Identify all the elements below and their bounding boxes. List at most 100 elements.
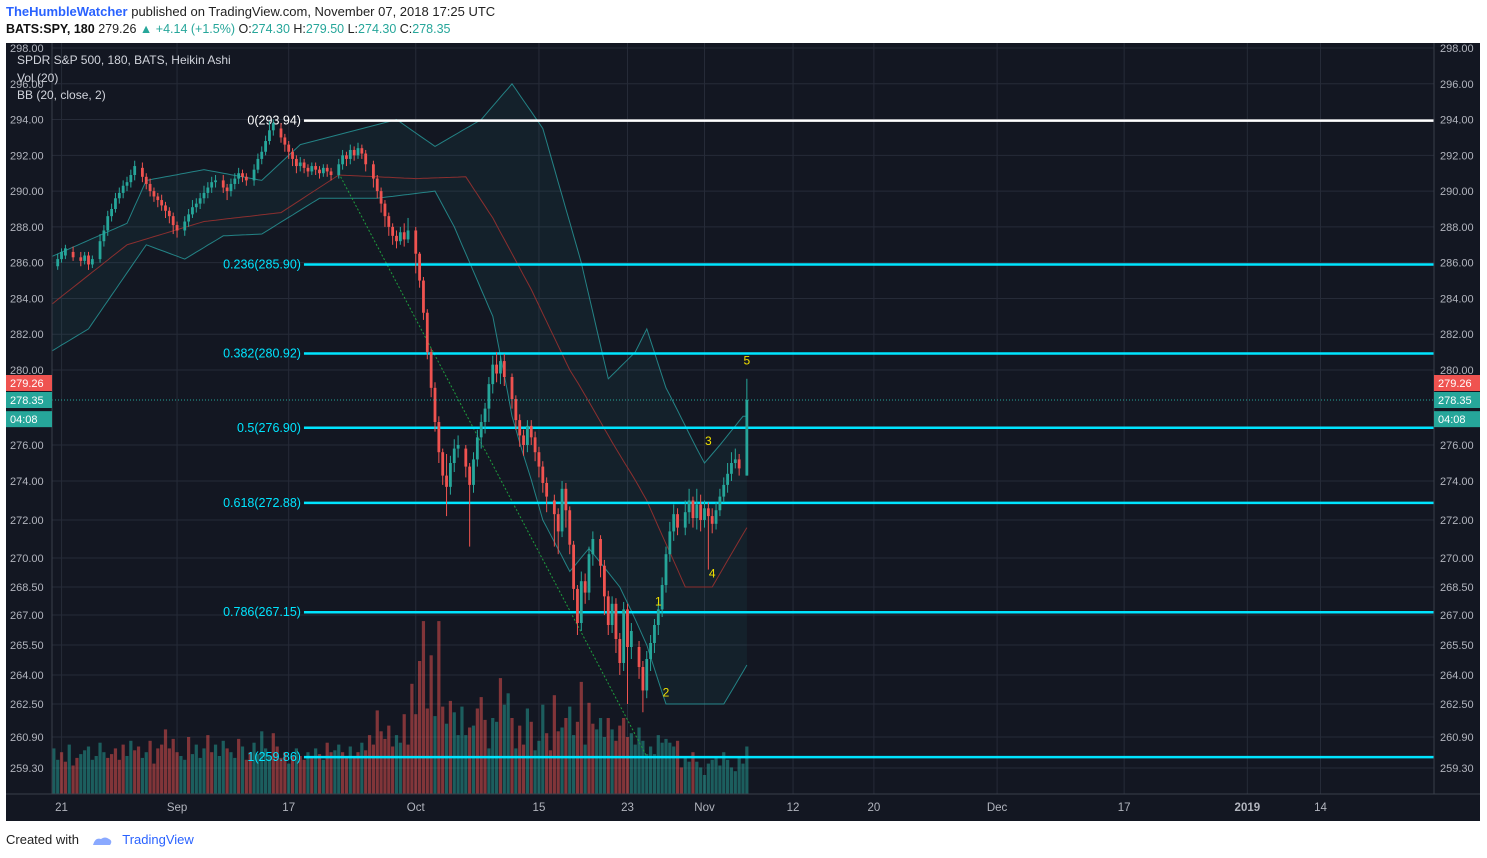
tradingview-link[interactable]: TradingView [122,832,194,847]
price-chart[interactable]: 0(293.94) 0.236(285.90) 0.382(280.92) 0.5(2… [6,43,1480,821]
volume-bar [487,748,491,794]
fibonacci-retracement[interactable]: 0(293.94) 0.236(285.90) 0.382(280.92) 0.5(2… [223,114,1434,765]
volume-bar [610,729,614,794]
candle-body [718,496,722,511]
x-tick-label: 21 [55,802,68,814]
volume-bar [726,759,730,794]
dotted-trend-line [338,172,648,757]
volume-bar [699,767,703,794]
high-label: H: [293,22,306,36]
volume-bar [106,757,110,794]
candle-body [502,361,506,378]
y-tick-label-right: 259.30 [1440,763,1474,775]
volume-bar [414,714,418,794]
y-tick-label-right: 262.50 [1440,699,1474,711]
candle-body [683,512,687,528]
x-tick-label: 2019 [1235,802,1261,814]
ohlc-readout: BATS:SPY, 180 279.26 ▲ +4.14 (+1.5%) O:2… [6,22,451,36]
wave-label: 4 [709,566,716,580]
close-label: C: [399,22,413,36]
volume-bar [579,681,583,794]
volume-bar [252,742,256,794]
x-tick-label: Sep [167,802,187,814]
bollinger-lower-line [49,190,748,705]
y-tick-label-right: 268.50 [1440,582,1474,594]
y-tick-label-right: 272.00 [1440,515,1474,527]
price-marker-label-left: 04:08 [10,414,38,426]
candle-body [579,581,583,623]
y-tick-label-left: 280.00 [10,365,44,377]
trend-line[interactable] [338,172,648,757]
x-tick-label: 23 [621,802,634,814]
volume-bar [367,735,372,794]
chart-frame[interactable]: 0(293.94) 0.236(285.90) 0.382(280.92) 0.5(2… [6,43,1480,821]
candle-body [606,596,610,625]
candle-body [641,667,645,691]
volume-bar [206,735,210,794]
candle-body [233,178,237,184]
candle-body [695,504,699,519]
volume-bar [672,746,676,794]
price-change: +4.14 (+1.5%) [155,22,235,36]
volume-bar [714,757,718,794]
candle-body [556,514,560,532]
volume-bar [506,693,510,794]
y-tick-label-left: 290.00 [10,186,44,198]
volume-bar [583,744,587,794]
volume-bar [679,767,683,794]
price-marker-label-left: 279.26 [10,378,44,390]
candle-body [491,364,495,385]
fib-level-label: 0(293.94) [247,114,301,128]
candle-body [610,603,614,625]
candle-body [591,539,595,555]
candle-body [287,144,291,152]
volume-bar [287,763,291,794]
candle-body [110,209,113,217]
volume-bar [471,725,476,794]
volume-bar [325,742,329,794]
candle-body [456,445,460,449]
volume-bar [56,759,60,794]
volume-bar [86,746,91,794]
candle-body [160,200,164,206]
volume-bar [595,729,599,794]
candle-body [706,508,710,517]
candle-body [337,164,341,176]
volume-bar [425,708,429,794]
volume-bar [460,706,464,794]
candle-body [668,531,672,555]
candle-body [618,639,622,663]
volume-bar [649,746,653,794]
candle-body [533,437,537,453]
volume-bar [421,621,426,794]
footer: Created with TradingView [6,832,194,847]
tradingview-logo-icon [92,837,111,845]
x-tick-label: Nov [694,802,715,814]
volume-bar [348,746,352,794]
low-value: 274.30 [358,22,397,36]
candle-body [64,248,67,256]
chart-background [6,43,1480,821]
author-link[interactable]: TheHumbleWatcher [6,4,128,19]
y-tick-label-right: 286.00 [1440,258,1474,270]
y-tick-label-right: 267.00 [1440,610,1474,622]
high-value: 279.50 [305,22,345,36]
volume-bar [479,697,483,794]
price-marker-box [6,375,52,391]
volume-bar [718,765,722,794]
volume-bar [183,759,187,794]
y-tick-label-right: 274.00 [1440,476,1474,488]
candle-body [87,255,90,265]
volume-bar [248,752,252,794]
volume-bar [321,759,325,794]
candle-body [152,191,156,197]
candle-body [194,203,198,208]
volume-bar [525,708,529,794]
fib-level-label: 0.236(285.90) [223,257,301,271]
y-tick-label-left: 264.00 [10,670,44,682]
candle-body [398,232,402,242]
volume-bar [741,763,745,794]
candle-body [433,387,437,423]
candle-body [395,235,398,242]
volume-bar [198,757,202,794]
